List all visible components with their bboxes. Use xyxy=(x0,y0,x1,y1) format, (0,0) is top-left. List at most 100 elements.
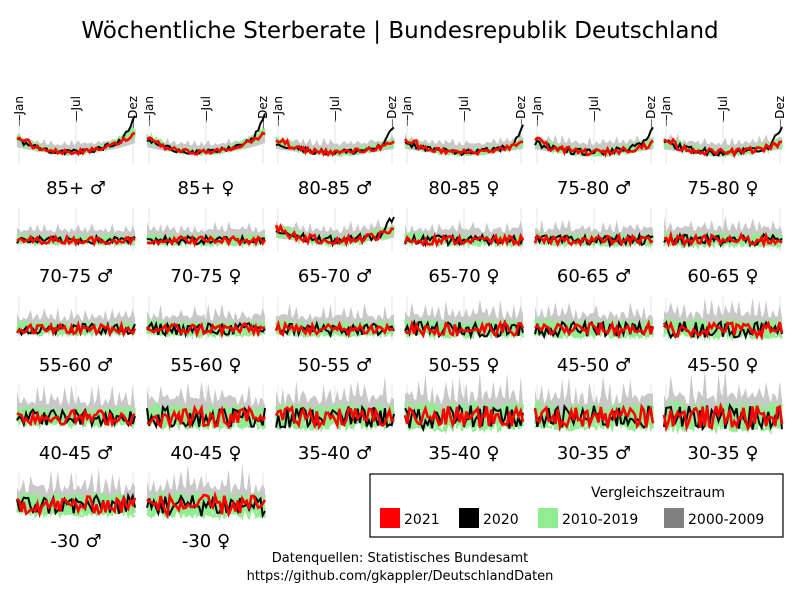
series-2021 xyxy=(274,223,395,248)
panel-label: 40-45 ♀ xyxy=(170,443,241,464)
panel-label: 35-40 ♂ xyxy=(298,443,372,464)
month-tick-jan: —Jan xyxy=(12,96,26,127)
panel: 70-75 ♀ xyxy=(146,208,267,287)
panel-label: 65-70 ♀ xyxy=(428,266,499,287)
panel: 40-45 ♂ xyxy=(16,384,136,464)
month-tick-jul: —Jul xyxy=(587,96,601,122)
panel: 85+ ♀ xyxy=(146,113,266,199)
legend-label-2021: 2021 xyxy=(404,512,440,528)
series-2021 xyxy=(533,232,654,248)
legend-label-2010-2019: 2010-2019 xyxy=(562,512,638,528)
panel-label: -30 ♂ xyxy=(50,531,101,552)
legend: Vergleichszeitraum 2021 2020 2010-2019 2… xyxy=(369,473,784,538)
series-2021 xyxy=(533,403,655,433)
series-2021 xyxy=(662,320,784,342)
panel-label: 85+ ♀ xyxy=(178,178,235,199)
series-2021 xyxy=(146,234,267,248)
panel-label: 40-45 ♂ xyxy=(39,443,113,464)
source-line-1: Datenquellen: Statistisches Bundesamt xyxy=(272,551,529,566)
series-2021 xyxy=(15,320,137,338)
panel-label: 45-50 ♀ xyxy=(687,355,758,376)
panel: 75-80 ♀ xyxy=(663,120,783,199)
panel-label: 55-60 ♂ xyxy=(39,355,113,376)
month-tick-jan: —Jan xyxy=(271,96,285,127)
panel: 85+ ♂ xyxy=(16,115,136,199)
month-tick-jul: —Jul xyxy=(69,96,83,122)
series-2020 xyxy=(404,403,524,433)
month-tick-jan: —Jan xyxy=(400,96,414,127)
series-2020 xyxy=(404,124,524,157)
series-2021 xyxy=(274,404,395,431)
month-tick-jan: —Jan xyxy=(659,96,673,127)
legend-title: Vergleichszeitraum xyxy=(591,485,725,501)
panel: 65-70 ♂ xyxy=(274,208,395,287)
panel: 30-35 ♂ xyxy=(533,376,655,464)
series-2021 xyxy=(663,230,783,249)
panel: -30 ♂ xyxy=(16,468,137,552)
series-2020 xyxy=(146,404,266,430)
month-ticks: —Jan —Jul —Dez —Jan —Jul —Dez —Jan —Jul —Dez —Jan… xyxy=(12,96,787,131)
series-2021 xyxy=(146,131,266,156)
series-2021 xyxy=(16,408,136,428)
panel: 70-75 ♂ xyxy=(16,208,136,287)
legend-swatch-2021 xyxy=(380,508,400,528)
series-2021 xyxy=(146,403,266,430)
series-2021 xyxy=(404,319,525,339)
month-tick-dez: —Dez xyxy=(126,96,140,131)
series-2021 xyxy=(662,401,784,433)
panel: 55-60 ♀ xyxy=(145,297,266,376)
panel-label: 50-55 ♀ xyxy=(428,355,499,376)
month-tick-jul: —Jul xyxy=(199,96,213,122)
series-2021 xyxy=(16,233,136,247)
month-tick-jan: —Jan xyxy=(530,96,544,127)
panel: 35-40 ♂ xyxy=(274,376,395,464)
series-2021 xyxy=(663,137,783,159)
panel: 80-85 ♂ xyxy=(275,120,395,199)
source-line-2: https://github.com/gkappler/DeutschlandD… xyxy=(247,569,554,584)
series-2020 xyxy=(663,319,783,340)
panel-label: 70-75 ♀ xyxy=(170,266,241,287)
panel: 50-55 ♂ xyxy=(274,297,395,376)
month-tick-dez: —Dez xyxy=(256,96,270,131)
panel-label: 60-65 ♂ xyxy=(557,266,631,287)
panel: 60-65 ♀ xyxy=(663,208,783,287)
series-2010-2019 xyxy=(404,402,524,434)
month-tick-jul: —Jul xyxy=(328,96,342,122)
series-2021 xyxy=(534,136,654,158)
panel-label: 35-40 ♀ xyxy=(428,443,499,464)
legend-label-2020: 2020 xyxy=(483,512,519,528)
chart-title: Wöchentliche Sterberate | Bundesrepublik… xyxy=(81,18,718,44)
panel-label: 50-55 ♂ xyxy=(298,355,372,376)
panel-label: 75-80 ♀ xyxy=(687,178,758,199)
month-tick-dez: —Dez xyxy=(514,96,528,131)
month-tick-jul: —Jul xyxy=(716,96,730,122)
series-2020 xyxy=(16,321,136,337)
panel: 30-35 ♀ xyxy=(662,369,784,464)
legend-label-2000-2009: 2000-2009 xyxy=(688,512,764,528)
panel: 55-60 ♂ xyxy=(15,297,137,376)
panel: 45-50 ♂ xyxy=(534,297,655,376)
series-2021 xyxy=(16,495,137,519)
series-2020 xyxy=(534,403,654,430)
series-2021 xyxy=(403,404,525,429)
panel: 65-70 ♀ xyxy=(403,208,525,287)
legend-box xyxy=(369,473,784,538)
month-tick-dez: —Dez xyxy=(644,96,658,131)
panel: -30 ♀ xyxy=(146,463,267,552)
panel-label: 45-50 ♂ xyxy=(557,355,631,376)
series-2021 xyxy=(403,232,525,248)
month-tick-dez: —Dez xyxy=(773,96,787,131)
legend-swatch-2000-2009 xyxy=(664,508,684,528)
series-2021 xyxy=(534,319,655,340)
panel: 35-40 ♀ xyxy=(403,371,525,464)
panel-label: -30 ♀ xyxy=(182,531,230,552)
panel: 40-45 ♀ xyxy=(146,380,266,464)
series-2021 xyxy=(145,321,266,339)
panel: 50-55 ♀ xyxy=(404,297,525,376)
series-2021 xyxy=(403,138,524,157)
panel-label: 65-70 ♂ xyxy=(298,266,372,287)
series-2010-2019 xyxy=(146,491,266,519)
panel-label: 85+ ♂ xyxy=(46,178,106,199)
